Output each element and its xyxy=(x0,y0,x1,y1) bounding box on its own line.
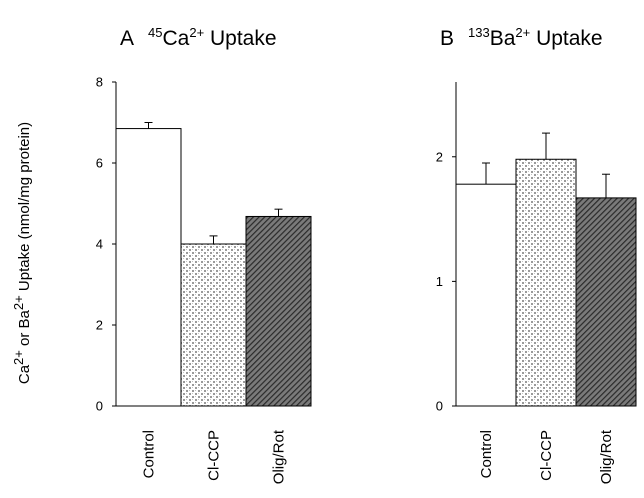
panel-b-y-tick-label: 2 xyxy=(436,149,443,164)
panel-a-bar-olig-rot xyxy=(245,215,312,407)
panel-b-plot: 0 1 2 Control Cl-CCP Olig/Rot xyxy=(436,82,637,484)
panel-b-y-tick-label: 1 xyxy=(436,274,443,289)
panel-a-category-label-control: Control xyxy=(141,430,158,478)
panel-b-title: B 133Ba2+ Uptake xyxy=(440,25,603,50)
panel-b-category-label-control: Control xyxy=(478,430,495,478)
panel-b-y-tick-label: 0 xyxy=(436,399,443,414)
panel-b-error-bar-clccp xyxy=(542,132,550,160)
panel-a-bar-control xyxy=(115,128,182,407)
panel-b-bar-control xyxy=(455,183,517,407)
panel-a-y-tick-label: 6 xyxy=(96,156,103,171)
y-axis-label: Ca2+ or Ba2+ Uptake (nmol/mg protein) xyxy=(11,122,33,384)
panel-a-category-label-olig-rot: Olig/Rot xyxy=(271,429,288,484)
panel-a-title: A 45Ca2+ Uptake xyxy=(120,25,277,50)
panel-b-error-bar-olig-rot xyxy=(602,173,610,198)
panel-b-bar-olig-rot xyxy=(575,197,637,407)
panel-a-y-tick-label: 4 xyxy=(96,237,103,252)
panel-b-category-label-clccp: Cl-CCP xyxy=(538,430,555,481)
panel-a-bar-clccp xyxy=(180,243,247,407)
panel-a-error-bar-olig-rot xyxy=(274,208,283,217)
panel-a-error-bar-control xyxy=(144,122,153,129)
panel-b-category-label-olig-rot: Olig/Rot xyxy=(598,429,615,484)
panel-a-y-tick-label: 2 xyxy=(96,318,103,333)
panel-a-y-tick-label: 8 xyxy=(96,75,103,90)
panel-a-error-bar-clccp xyxy=(209,235,218,244)
panel-a-y-tick-label: 0 xyxy=(96,399,103,414)
panel-b-error-bar-control xyxy=(482,162,490,185)
panel-b-bar-clccp xyxy=(515,158,577,407)
panel-a-category-label-clccp: Cl-CCP xyxy=(206,430,223,481)
panel-a-plot: 0 2 4 6 8 Control Cl-CCP Olig/Rot xyxy=(96,75,312,484)
